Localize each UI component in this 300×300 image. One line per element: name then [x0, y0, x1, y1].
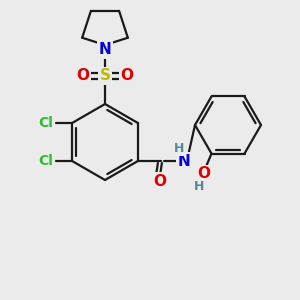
Text: H: H [194, 180, 205, 193]
Text: O: O [153, 173, 167, 188]
Text: O: O [76, 68, 89, 83]
Text: N: N [178, 154, 190, 169]
Text: O: O [197, 166, 210, 181]
Text: H: H [174, 142, 184, 155]
Text: S: S [100, 68, 110, 83]
Text: N: N [99, 43, 111, 58]
Text: Cl: Cl [39, 116, 53, 130]
Text: O: O [121, 68, 134, 83]
Text: Cl: Cl [39, 154, 53, 168]
